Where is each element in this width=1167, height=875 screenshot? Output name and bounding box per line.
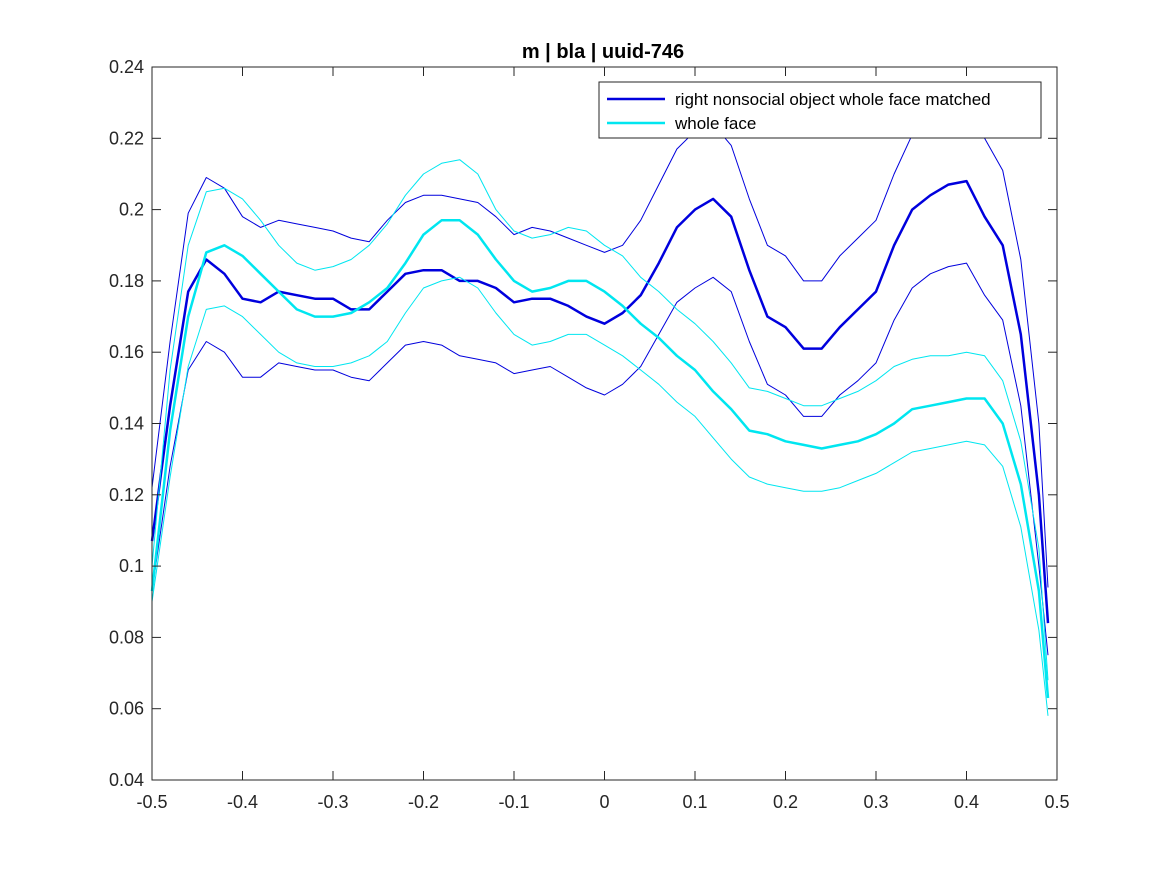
y-tick-label: 0.08 <box>109 627 144 647</box>
x-tick-label: -0.5 <box>136 792 167 812</box>
x-tick-label: -0.1 <box>498 792 529 812</box>
y-tick-label: 0.22 <box>109 128 144 148</box>
x-tick-label: -0.4 <box>227 792 258 812</box>
y-tick-label: 0.04 <box>109 770 144 790</box>
series-1-lower-bound-line <box>151 262 1049 656</box>
series-1-upper-bound-line <box>151 105 1049 588</box>
x-tick-label: -0.3 <box>317 792 348 812</box>
legend-label-2: whole face <box>674 114 756 133</box>
x-tick-label: 0.1 <box>682 792 707 812</box>
y-tick-label: 0.18 <box>109 271 144 291</box>
x-tick-label: -0.2 <box>408 792 439 812</box>
y-tick-label: 0.14 <box>109 414 144 434</box>
y-tick-label: 0.12 <box>109 485 144 505</box>
series-2-upper-bound-line <box>151 159 1049 681</box>
legend-label-1: right nonsocial object whole face matche… <box>675 90 991 109</box>
series-1-mean-line <box>150 179 1050 624</box>
x-tick-label: 0.5 <box>1044 792 1069 812</box>
y-tick-label: 0.06 <box>109 699 144 719</box>
x-tick-label: 0.3 <box>863 792 888 812</box>
chart-title: m | bla | uuid-746 <box>522 41 684 63</box>
series-2-lower-bound-line <box>151 276 1049 716</box>
y-tick-label: 0.2 <box>119 200 144 220</box>
chart-legend: right nonsocial object whole face matche… <box>598 81 1042 139</box>
axes-box <box>151 66 1058 781</box>
x-tick-label: 0.4 <box>954 792 979 812</box>
axes-layer: -0.5 -0.4 -0.3 -0.2 -0.1 0 0.1 0.2 0.3 0.4 0.5 0.04… <box>109 57 1070 812</box>
legend-box <box>598 81 1042 139</box>
series-2-mean-line <box>150 219 1050 699</box>
x-tick-label: 0 <box>599 792 609 812</box>
series-layer <box>150 105 1050 716</box>
y-tick-label: 0.24 <box>109 57 144 77</box>
y-tick-label: 0.1 <box>119 556 144 576</box>
y-tick-label: 0.16 <box>109 342 144 362</box>
x-tick-label: 0.2 <box>773 792 798 812</box>
